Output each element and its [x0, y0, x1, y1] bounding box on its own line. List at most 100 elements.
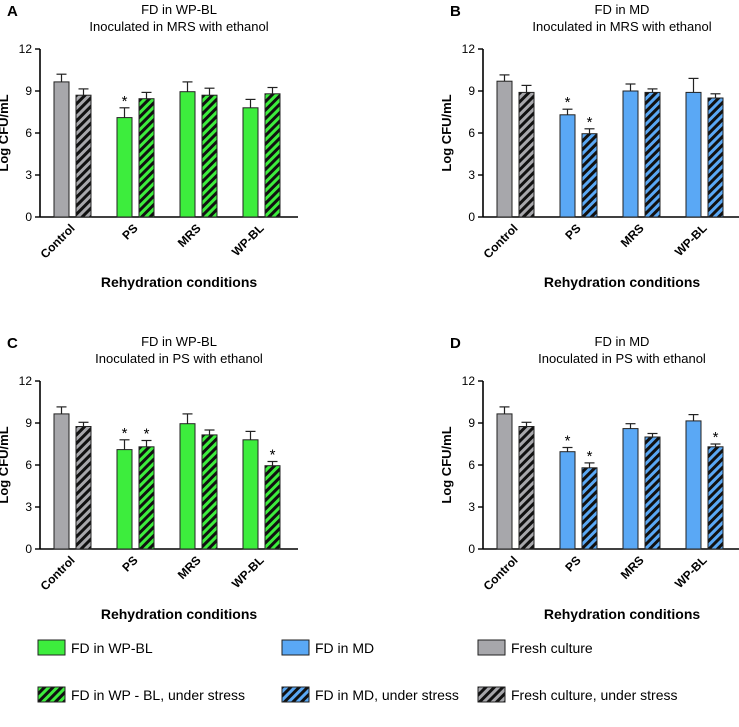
bar — [644, 436, 661, 550]
bar — [622, 428, 639, 550]
y-tick-label: 9 — [468, 84, 475, 98]
bar-wp-bl — [685, 414, 702, 550]
bar — [75, 94, 92, 218]
bar — [75, 426, 92, 550]
y-axis-label: Log CFU/mL — [0, 94, 11, 171]
chart-title-line: FD in MD — [595, 2, 650, 17]
bar — [138, 446, 155, 550]
bar — [264, 93, 281, 218]
chart-title-line: Inoculated in PS with ethanol — [95, 351, 263, 366]
bar-control-stress — [75, 88, 92, 218]
significance-asterisk: * — [587, 448, 593, 465]
bar — [201, 434, 218, 550]
bar-control-stress — [75, 421, 92, 550]
bar-ps-stress: * — [581, 448, 598, 550]
bar-mrs-stress — [201, 87, 218, 218]
y-tick-label: 9 — [25, 416, 32, 430]
x-tick-label: MRS — [175, 553, 204, 582]
y-tick-label: 9 — [25, 84, 32, 98]
x-tick-label: WP-BL — [672, 221, 710, 259]
y-tick-label: 3 — [468, 500, 475, 514]
legend-label: Fresh culture, under stress — [511, 687, 678, 703]
legend-label: FD in WP - BL, under stress — [71, 687, 245, 703]
bar — [518, 91, 535, 218]
x-tick-label: Control — [481, 221, 521, 261]
bar — [496, 80, 513, 218]
chart-title-line: FD in MD — [595, 334, 650, 349]
bar — [559, 114, 576, 218]
bar — [559, 451, 576, 550]
x-tick-label: PS — [119, 221, 140, 242]
bar — [264, 465, 281, 550]
x-tick-label: Control — [38, 553, 78, 593]
y-tick-label: 6 — [468, 458, 475, 472]
bar — [622, 90, 639, 218]
y-tick-label: 12 — [19, 374, 33, 388]
y-axis-label: Log CFU/mL — [439, 94, 454, 171]
bar — [179, 91, 196, 218]
legend-label: Fresh culture — [511, 640, 593, 656]
chart-panel-c: C FD in WP-BL Inoculated in PS with ethano… — [0, 334, 298, 622]
legend-item: Fresh culture, under stress — [477, 686, 678, 703]
legend-item: Fresh culture — [477, 639, 593, 656]
legend-label: FD in MD, under stress — [315, 687, 459, 703]
bar-mrs-stress — [644, 88, 661, 218]
bar-ps: * — [116, 93, 133, 218]
x-tick-label: PS — [562, 553, 583, 574]
y-tick-label: 6 — [468, 126, 475, 140]
x-tick-label: Control — [38, 221, 78, 261]
bar — [496, 413, 513, 550]
y-tick-label: 9 — [468, 416, 475, 430]
bar — [518, 426, 535, 550]
panel-letter: B — [450, 3, 461, 20]
bar — [116, 117, 133, 218]
bar — [242, 439, 259, 550]
significance-asterisk: * — [587, 114, 593, 131]
bar-wp-bl-stress: * — [264, 447, 281, 550]
bar-wp-bl — [242, 98, 259, 218]
y-tick-label: 6 — [25, 126, 32, 140]
bar — [644, 91, 661, 218]
x-axis-label: Rehydration conditions — [101, 606, 258, 622]
bar-control — [53, 73, 70, 218]
bar-wp-bl-stress — [707, 93, 724, 218]
bar — [53, 81, 70, 218]
bar-wp-bl — [685, 77, 702, 218]
bar-ps-stress: * — [581, 114, 598, 218]
y-tick-label: 0 — [468, 542, 475, 556]
chart-title-line: FD in WP-BL — [141, 2, 217, 17]
x-tick-label: WP-BL — [229, 221, 267, 259]
y-tick-label: 12 — [462, 42, 476, 56]
legend-swatch — [477, 639, 506, 656]
y-axis-label: Log CFU/mL — [0, 426, 11, 503]
bar-mrs — [622, 423, 639, 550]
bar-mrs — [179, 413, 196, 550]
bar — [116, 449, 133, 550]
bar-control-stress — [518, 421, 535, 550]
x-tick-label: MRS — [618, 553, 647, 582]
significance-asterisk: * — [713, 429, 719, 446]
legend-item: FD in MD, under stress — [281, 686, 459, 703]
bar-ps: * — [116, 425, 133, 550]
y-tick-label: 12 — [19, 42, 33, 56]
legend-swatch — [281, 686, 310, 703]
x-axis-label: Rehydration conditions — [544, 606, 701, 622]
bar — [138, 98, 155, 218]
panel-letter: D — [450, 335, 461, 352]
chart-panel-b: B FD in MD Inoculated in MRS with ethanol 0… — [439, 2, 739, 290]
bar-ps: * — [559, 433, 576, 550]
bar-control — [496, 406, 513, 550]
chart-panel-d: D FD in MD Inoculated in PS with ethanol 0 3… — [439, 334, 739, 622]
legend-item: FD in MD — [281, 639, 374, 656]
x-tick-label: MRS — [175, 221, 204, 250]
bar-ps: * — [559, 94, 576, 218]
bar-mrs-stress — [201, 429, 218, 550]
legend-swatch — [37, 639, 66, 656]
chart-panels: A FD in WP-BL Inoculated in MRS with ethan… — [0, 2, 739, 622]
legend-label: FD in WP-BL — [71, 640, 153, 656]
bar-wp-bl-stress — [264, 86, 281, 218]
bar-wp-bl-stress: * — [707, 429, 724, 550]
bar-control — [496, 74, 513, 218]
bar — [242, 107, 259, 218]
legend-swatch — [37, 686, 66, 703]
